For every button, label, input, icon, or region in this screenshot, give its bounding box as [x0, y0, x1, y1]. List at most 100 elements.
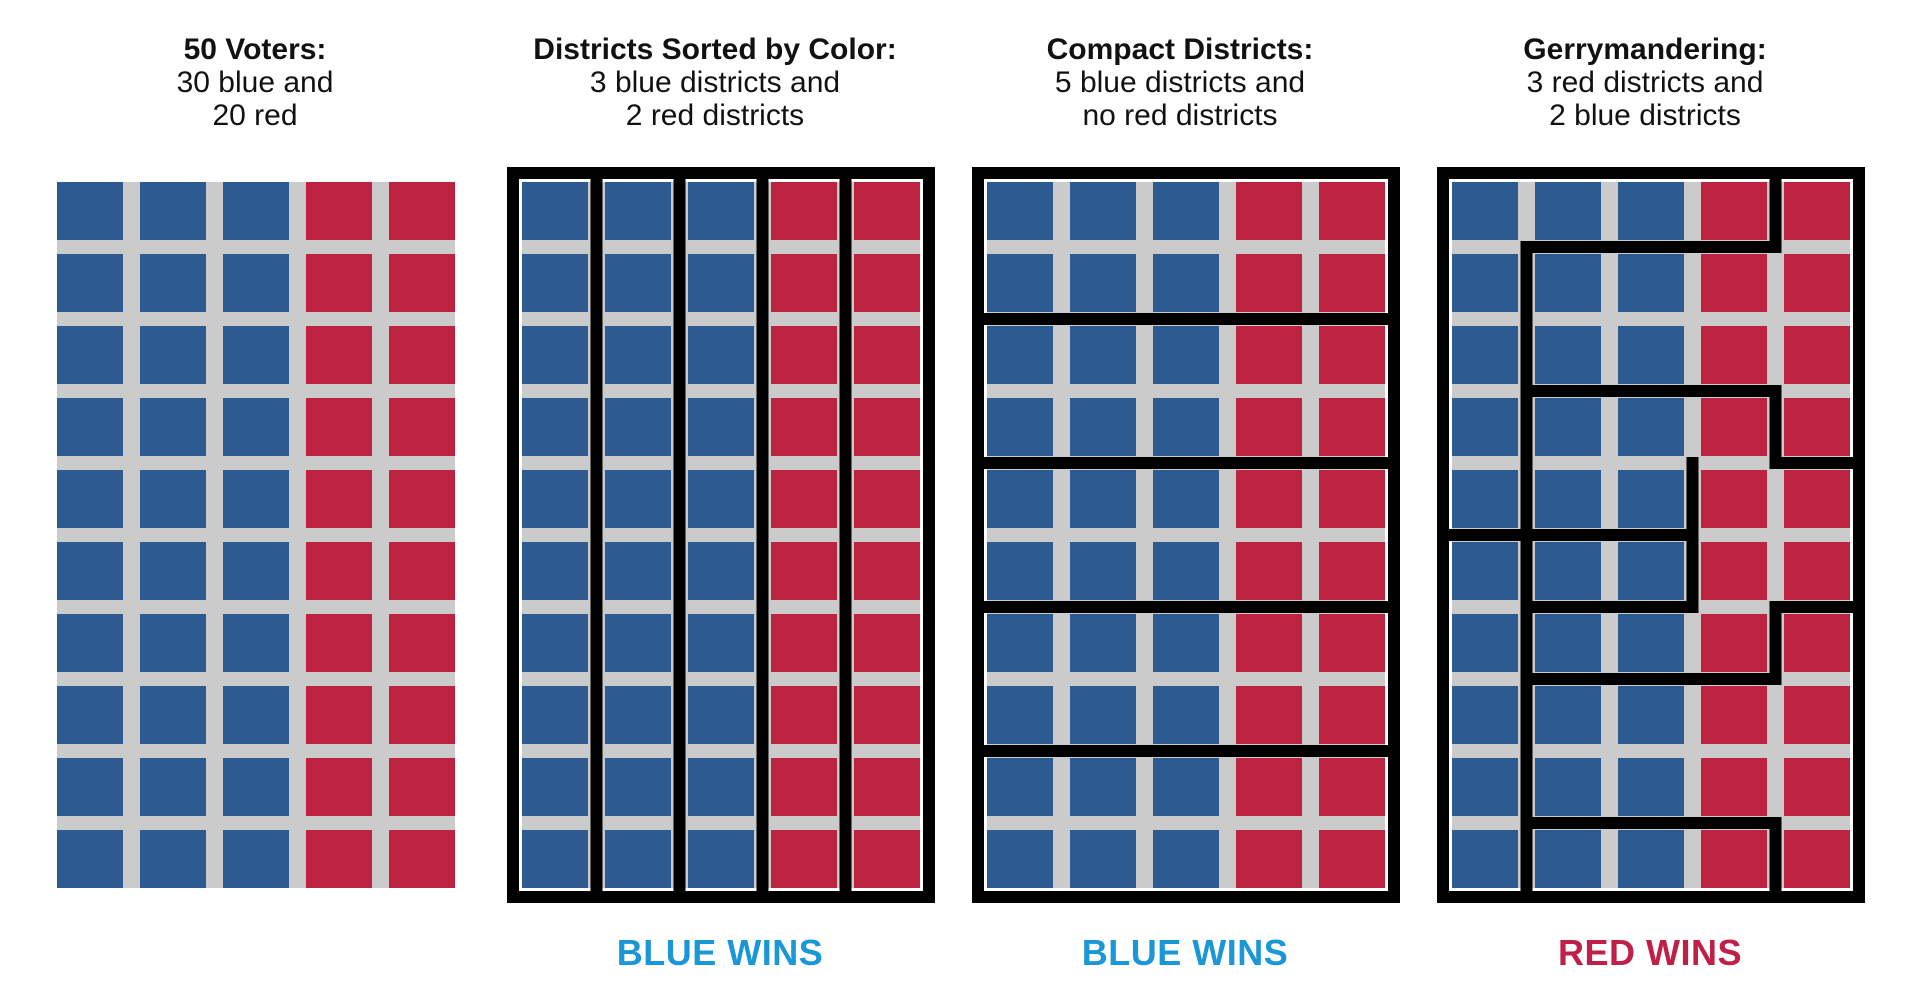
panel3-voter-blue: [1070, 758, 1136, 816]
panel1-voter-red: [306, 686, 372, 744]
panel3-voter-blue: [987, 542, 1053, 600]
panel2-voter-blue: [522, 398, 588, 456]
panel4-voter-blue: [1535, 758, 1601, 816]
panel4-voter-red: [1784, 758, 1850, 816]
panel3-voter-blue: [1153, 542, 1219, 600]
panel2-voter-blue: [605, 182, 671, 240]
panel2-voter-blue: [688, 470, 754, 528]
panel3-voter-red: [1319, 614, 1385, 672]
panel4-district-boundary: [1520, 176, 1782, 894]
panel2-voter-red: [854, 326, 920, 384]
panel3-voter-red: [1319, 686, 1385, 744]
panel2-voter-red: [854, 830, 920, 888]
panel2-voter-red: [771, 398, 837, 456]
panel2-voter-blue: [522, 830, 588, 888]
panel4-district-boundary: [1520, 601, 1856, 685]
panel1-voter-red: [389, 254, 455, 312]
panel4-voter-red: [1701, 758, 1767, 816]
panel1-voter-blue: [223, 182, 289, 240]
panel3-voter-blue: [1153, 254, 1219, 312]
panel2-voter-red: [854, 686, 920, 744]
panel1-voter-blue: [223, 254, 289, 312]
panel1-voter-blue: [140, 326, 206, 384]
panel1-voter-blue: [223, 758, 289, 816]
panel3-voter-red: [1319, 182, 1385, 240]
panel1-voter-blue: [140, 254, 206, 312]
panel3-voter-blue: [1070, 398, 1136, 456]
panel4-outer-border: [1437, 167, 1865, 903]
panel2-voter-red: [771, 182, 837, 240]
panel2-voter-blue: [688, 254, 754, 312]
panel2-voter-red: [854, 542, 920, 600]
panel1-voter-blue: [140, 758, 206, 816]
panel2-voter-blue: [688, 326, 754, 384]
panel2-voter-blue: [522, 326, 588, 384]
panel3-voter-red: [1236, 398, 1302, 456]
panel1-voter-red: [306, 398, 372, 456]
panel1-voter-red: [389, 614, 455, 672]
panel4-voter-blue: [1618, 686, 1684, 744]
panel3-voter-red: [1236, 758, 1302, 816]
panel2-voter-blue: [688, 398, 754, 456]
panel2-voter-blue: [605, 758, 671, 816]
panel3-result: BLUE WINS: [1081, 932, 1289, 973]
panel1-voter-blue: [223, 542, 289, 600]
panel4-voter-red: [1701, 182, 1767, 240]
panel3-voter-red: [1319, 830, 1385, 888]
panel4-voter-blue: [1452, 254, 1518, 312]
panel1-voter-blue: [223, 614, 289, 672]
panel2-voter-red: [771, 470, 837, 528]
panel1-line2: 20 red: [212, 99, 298, 132]
panel1-voter-blue: [223, 686, 289, 744]
panel2-voter-red: [771, 614, 837, 672]
panel1-voter-red: [389, 182, 455, 240]
panel1-voter-blue: [223, 830, 289, 888]
panel1-voter-red: [306, 182, 372, 240]
panel3-voter-blue: [1153, 686, 1219, 744]
panel1-voter-red: [389, 758, 455, 816]
panel3-voter-blue: [987, 398, 1053, 456]
panel3-voter-red: [1319, 398, 1385, 456]
panel3-voter-blue: [1070, 542, 1136, 600]
panel2-voter-red: [771, 686, 837, 744]
panel2-voter-blue: [522, 470, 588, 528]
panel3-voter-red: [1236, 542, 1302, 600]
panel1-voter-blue: [223, 326, 289, 384]
panel2-voter-red: [854, 398, 920, 456]
panel1-voter-blue: [57, 830, 123, 888]
panel3-voter-red: [1236, 830, 1302, 888]
panel1-voter-blue: [140, 830, 206, 888]
panel4-voter-blue: [1452, 614, 1518, 672]
panel1-voter-red: [389, 398, 455, 456]
panel2-voter-red: [771, 254, 837, 312]
panel2-voter-blue: [522, 758, 588, 816]
panel2-voter-blue: [688, 830, 754, 888]
panel4-district-boundary: [1520, 817, 1782, 894]
panel1-voter-blue: [57, 470, 123, 528]
panel2-title: Districts Sorted by Color:: [533, 33, 897, 66]
panel1-voter-red: [306, 830, 372, 888]
panel2-voter-blue: [522, 614, 588, 672]
panel4-voter-blue: [1452, 182, 1518, 240]
panel3-voter-blue: [987, 470, 1053, 528]
panel4-voter-blue: [1535, 182, 1601, 240]
panel3-voter-red: [1236, 326, 1302, 384]
panel4-line1: 3 red districts and: [1526, 66, 1764, 99]
panel4-district-boundary: [1520, 385, 1856, 469]
panel4-voter-red: [1701, 470, 1767, 528]
panel4-voter-blue: [1452, 830, 1518, 888]
panel4-voter-blue: [1618, 254, 1684, 312]
panel4-voter-red: [1784, 182, 1850, 240]
panel2-voter-blue: [605, 686, 671, 744]
panel3-voter-red: [1319, 470, 1385, 528]
panel2-voter-red: [771, 830, 837, 888]
panel1-voter-red: [389, 470, 455, 528]
panel4-district-boundary: [1520, 457, 1699, 613]
panel2-caption: Districts Sorted by Color: 3 blue distri…: [500, 33, 930, 132]
panel3-voter-blue: [1153, 758, 1219, 816]
panel2-voter-red: [771, 542, 837, 600]
panel4-voter-red: [1784, 254, 1850, 312]
panel4-voter-red: [1784, 326, 1850, 384]
panel3-voter-blue: [1153, 182, 1219, 240]
